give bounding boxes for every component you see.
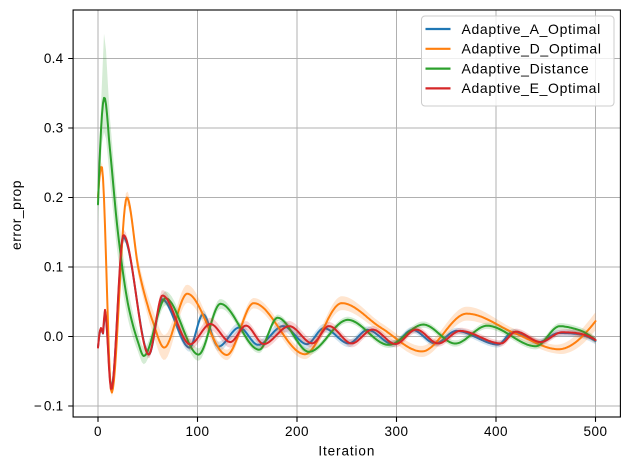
svg-text:0.1: 0.1	[44, 260, 64, 275]
svg-text:Adaptive_D_Optimal: Adaptive_D_Optimal	[462, 41, 602, 57]
svg-text:0: 0	[94, 424, 102, 439]
svg-text:0.0: 0.0	[44, 329, 64, 344]
svg-text:0.4: 0.4	[44, 51, 64, 66]
svg-text:Adaptive_Distance: Adaptive_Distance	[462, 60, 590, 76]
svg-text:Iteration: Iteration	[318, 444, 375, 459]
svg-text:500: 500	[583, 424, 607, 439]
svg-text:Adaptive_E_Optimal: Adaptive_E_Optimal	[462, 80, 601, 96]
svg-text:−0.1: −0.1	[34, 399, 63, 414]
svg-text:error_prop: error_prop	[9, 180, 24, 250]
svg-text:0.3: 0.3	[44, 121, 64, 136]
svg-text:Adaptive_A_Optimal: Adaptive_A_Optimal	[462, 21, 601, 37]
svg-text:300: 300	[384, 424, 408, 439]
svg-text:200: 200	[285, 424, 309, 439]
svg-text:0.2: 0.2	[44, 190, 64, 205]
svg-text:100: 100	[185, 424, 209, 439]
svg-text:400: 400	[484, 424, 508, 439]
